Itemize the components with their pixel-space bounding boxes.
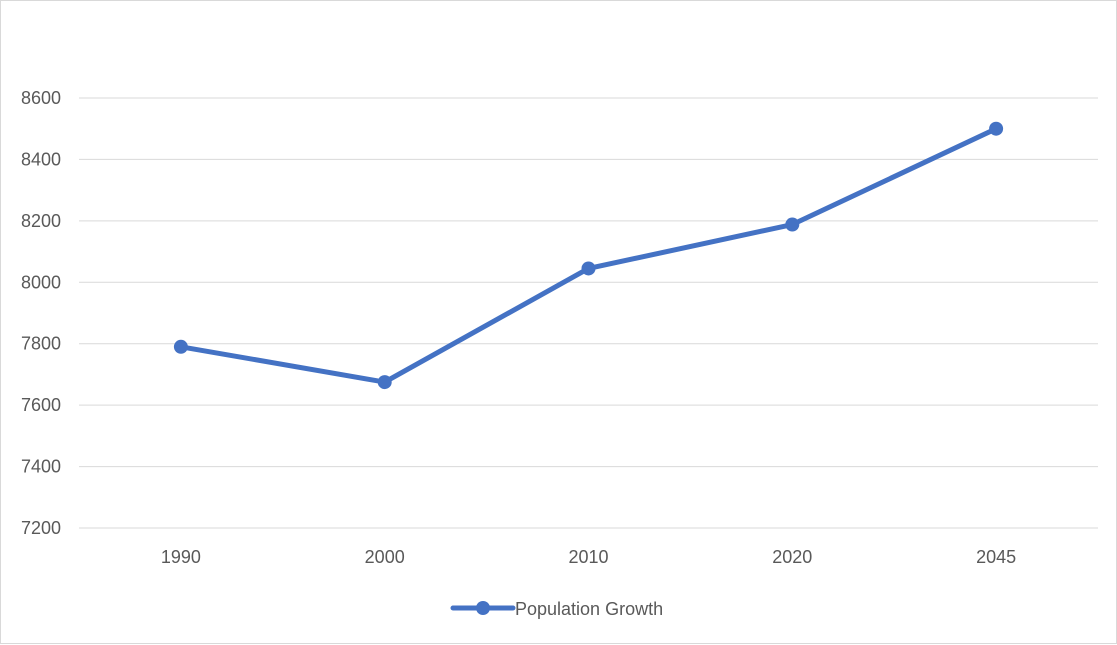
x-tick-label-1990: 1990 bbox=[161, 547, 201, 567]
x-tick-label-2010: 2010 bbox=[568, 547, 608, 567]
data-point-2010 bbox=[581, 261, 596, 276]
y-tick-label-8400: 8400 bbox=[21, 149, 61, 169]
data-point-2020 bbox=[785, 217, 800, 232]
series-population-growth bbox=[173, 121, 1004, 390]
y-axis-tick-labels: 7200 7400 7600 7800 8000 8200 8400 8600 bbox=[21, 88, 61, 538]
y-tick-label-8200: 8200 bbox=[21, 211, 61, 231]
y-tick-label-8600: 8600 bbox=[21, 88, 61, 108]
y-tick-label-7600: 7600 bbox=[21, 395, 61, 415]
x-tick-label-2020: 2020 bbox=[772, 547, 812, 567]
y-tick-label-8000: 8000 bbox=[21, 272, 61, 292]
data-point-2045 bbox=[989, 121, 1004, 136]
data-point-1990 bbox=[173, 339, 188, 354]
y-tick-label-7800: 7800 bbox=[21, 334, 61, 354]
y-tick-label-7200: 7200 bbox=[21, 518, 61, 538]
y-tick-label-7400: 7400 bbox=[21, 457, 61, 477]
x-tick-label-2045: 2045 bbox=[976, 547, 1016, 567]
x-axis-tick-labels: 1990 2000 2010 2020 2045 bbox=[161, 547, 1016, 567]
legend-marker-swatch bbox=[476, 601, 490, 615]
legend-label: Population Growth bbox=[515, 599, 663, 619]
legend: Population Growth bbox=[450, 599, 663, 619]
gridlines bbox=[79, 97, 1098, 529]
data-point-2000 bbox=[377, 375, 392, 390]
x-tick-label-2000: 2000 bbox=[365, 547, 405, 567]
